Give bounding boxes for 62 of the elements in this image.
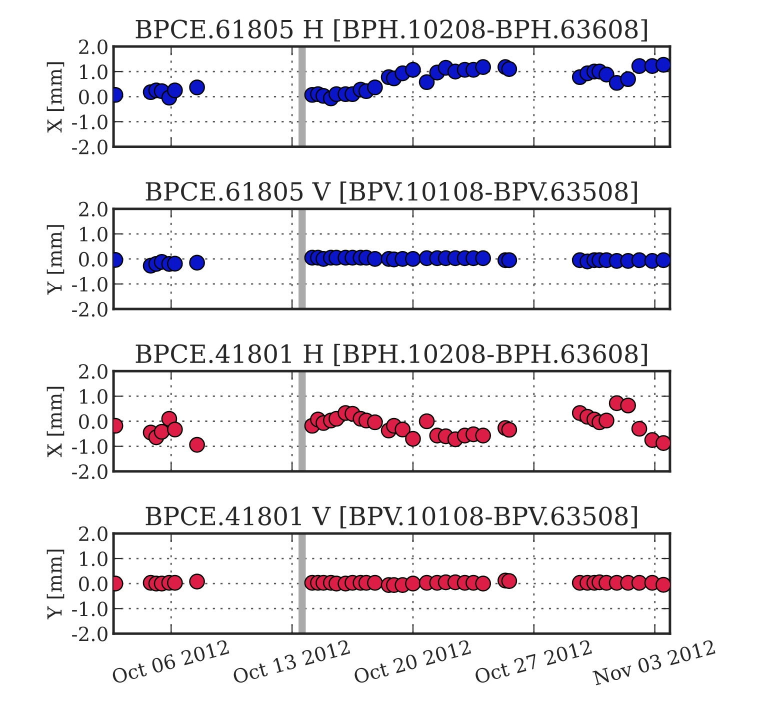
y-axis-title: X [mm] [46,62,64,133]
point [501,422,518,438]
point [154,424,170,440]
point [475,250,492,266]
x-tick-label: Nov 03 2012 [592,639,716,686]
y-axis-title: Y [mm] [46,225,64,295]
point [189,254,205,271]
point [418,74,435,90]
x-tick-label: Oct 06 2012 [111,639,230,684]
y-tick-label: 2.0 [79,364,108,379]
point [501,61,518,77]
y-tick-label: -1.0 [72,276,108,292]
y-tick-label: -1.0 [72,114,108,130]
point [620,398,636,414]
point [189,436,205,453]
y-tick-label: -2.0 [72,140,108,154]
chart-title: BPCE.61805 V [BPV.10108-BPV.63508] [146,182,637,204]
x-tick-label: Oct 27 2012 [474,639,592,684]
point [405,430,421,447]
point [405,251,421,267]
y-tick-label: 1.0 [80,551,108,566]
chart-title: BPCE.41801 V [BPV.10108-BPV.63508] [146,506,637,528]
point [620,71,636,88]
x-tick-label: Oct 20 2012 [353,639,472,684]
point [167,422,183,438]
point [631,252,648,268]
point [367,79,383,96]
y-tick-label: -2.0 [72,626,108,642]
point [631,58,648,74]
y-tick-label: 2.0 [79,202,108,217]
point [501,252,518,268]
y-tick-label: 1.0 [80,64,108,80]
point [394,422,411,438]
y-tick-label: -1.0 [72,439,108,454]
y-tick-label: 0.0 [79,576,108,592]
point [631,420,648,437]
y-axis-title: Y [mm] [46,550,64,620]
chart-title: BPCE.61805 H [BPH.10208-BPH.63608] [136,19,647,42]
point [598,412,614,428]
y-axis-title: X [mm] [46,386,64,458]
point [167,82,183,98]
point [475,428,492,444]
point [367,251,383,267]
y-tick-label: 0.0 [79,252,108,267]
y-tick-label: 2.0 [79,526,108,542]
y-tick-label: 0.0 [79,90,108,104]
point [418,413,435,430]
y-tick-label: 0.0 [79,414,108,429]
y-tick-label: 1.0 [80,226,108,242]
y-tick-label: -2.0 [72,464,108,480]
point [598,66,614,82]
x-tick-label: Oct 13 2012 [232,639,350,684]
y-tick-label: -2.0 [72,302,108,317]
y-tick-label: 2.0 [79,39,108,54]
point [475,59,492,75]
point [189,79,205,96]
point [167,256,183,272]
point [367,414,383,430]
y-tick-label: -1.0 [72,602,108,616]
point [405,62,421,78]
y-tick-label: 1.0 [80,389,108,404]
chart-title: BPCE.41801 H [BPH.10208-BPH.63608] [136,344,647,366]
